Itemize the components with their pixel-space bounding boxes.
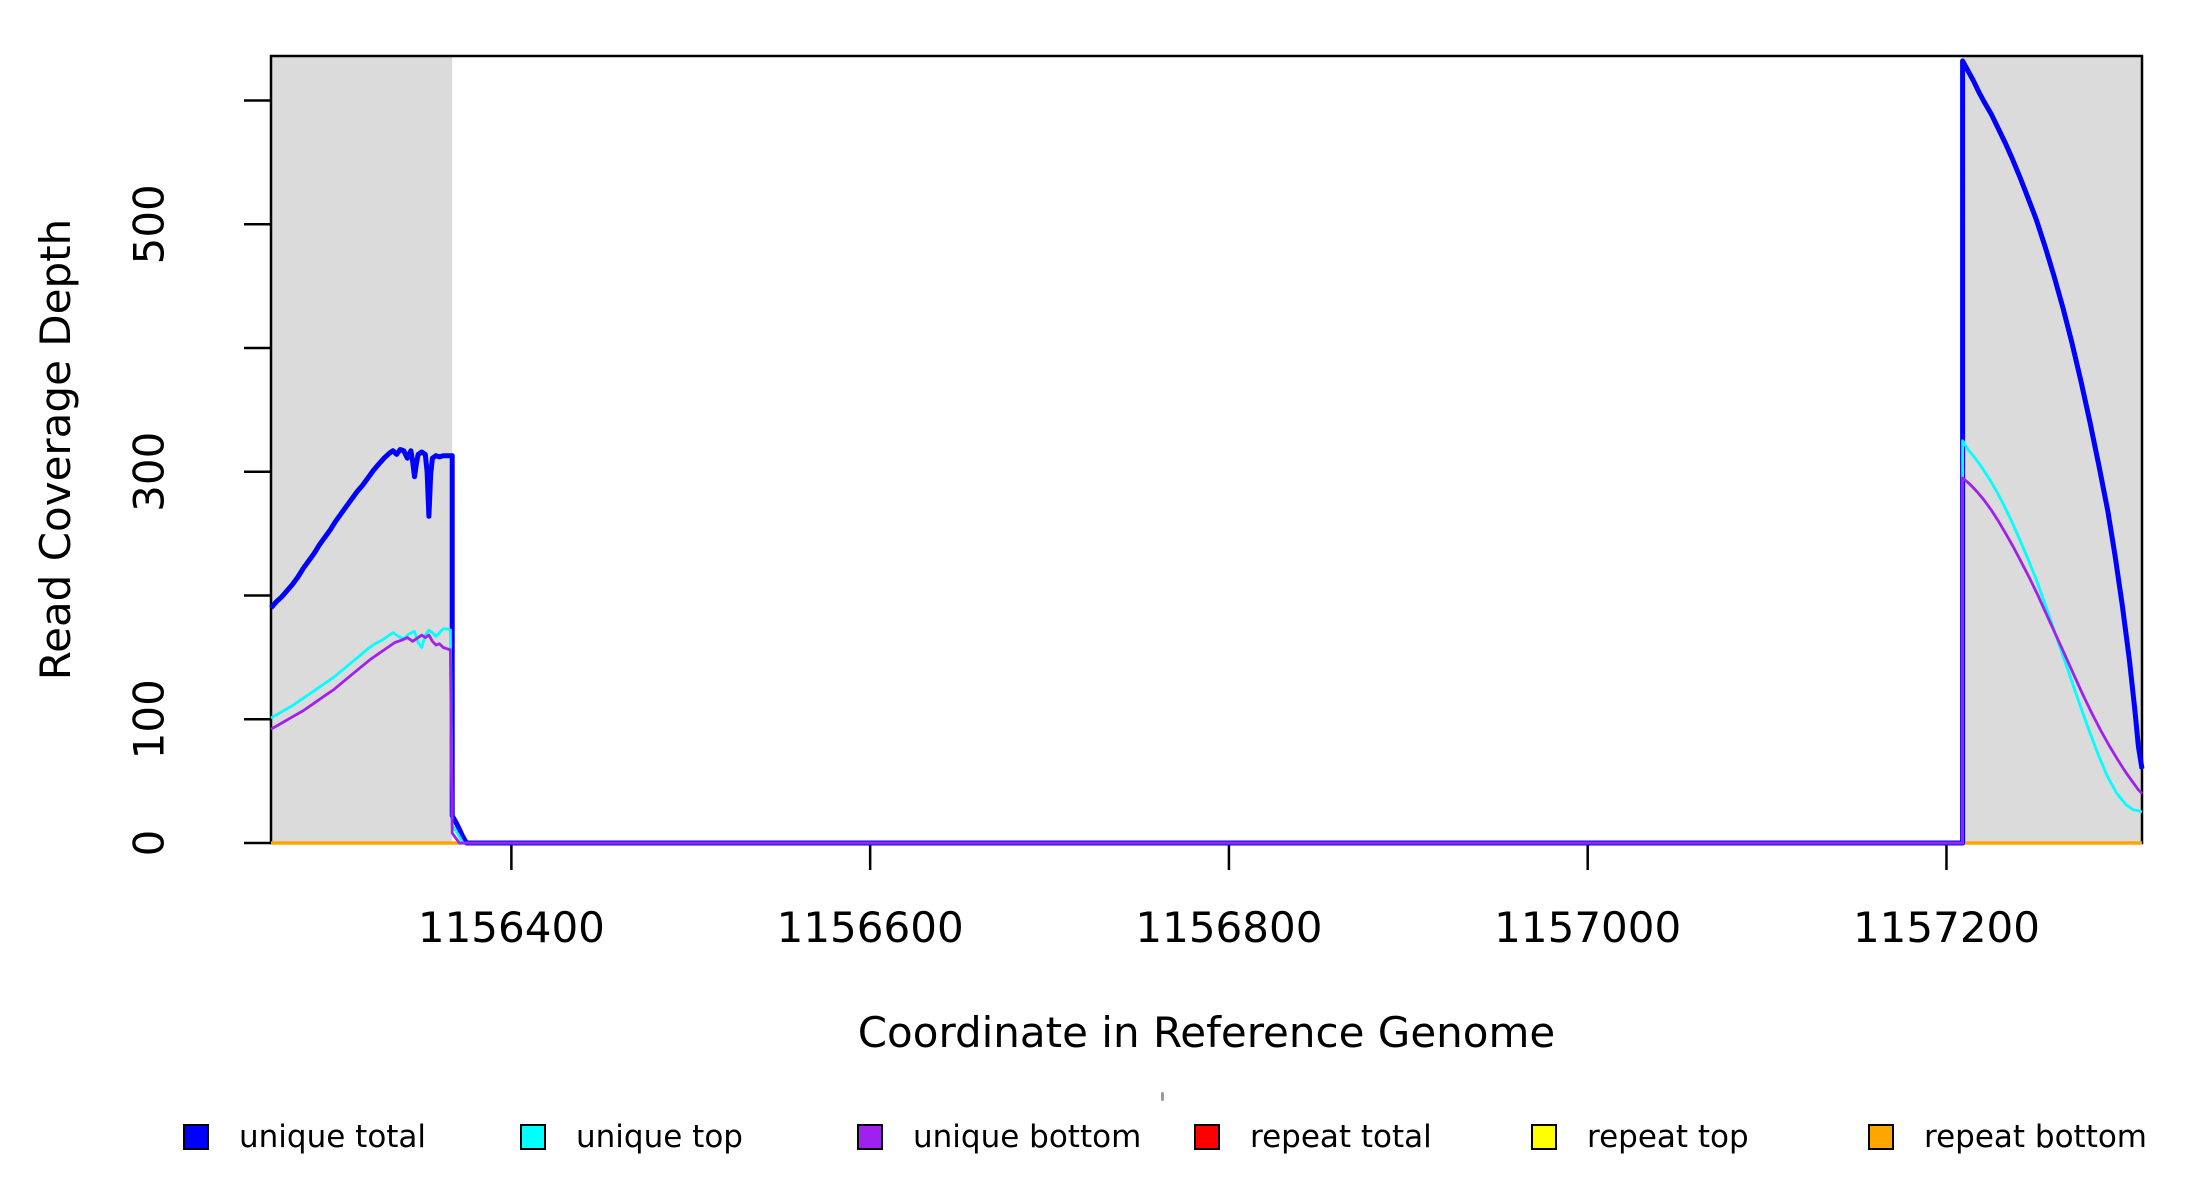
y-tick-label: 100 [125, 679, 174, 759]
series-unique-top [270, 439, 2143, 845]
y-tick-label: 500 [125, 184, 174, 264]
legend-item-repeat-top: repeat top [1531, 1119, 1749, 1155]
series-unique-bottom [270, 476, 2144, 845]
shaded-regions [271, 56, 2142, 843]
legend-label-repeat-total: repeat total [1250, 1119, 1432, 1155]
x-tick-label: 1156800 [1135, 903, 1322, 952]
y-axis: 0 100 300 500 [125, 99, 271, 857]
shaded-region [271, 56, 453, 843]
legend-item-unique-bottom: unique bottom [857, 1119, 1142, 1155]
legend-label-repeat-bottom: repeat bottom [1924, 1119, 2148, 1155]
x-axis-title: Coordinate in Reference Genome [858, 1008, 1556, 1057]
series-unique-total [269, 58, 2145, 846]
legend-swatch-repeat-top [1531, 1124, 1557, 1150]
legend-swatch-repeat-total [1194, 1124, 1220, 1150]
legend-item-repeat-total: repeat total [1194, 1119, 1432, 1155]
legend-label-repeat-top: repeat top [1587, 1119, 1749, 1155]
x-tick-label: 1156400 [418, 903, 605, 952]
x-tick-label: 1156600 [777, 903, 964, 952]
legend-label-unique-bottom: unique bottom [913, 1119, 1142, 1155]
legend-item-repeat-bottom: repeat bottom [1868, 1119, 2148, 1155]
legend-label-unique-total: unique total [239, 1119, 427, 1155]
series-lines [269, 58, 2145, 846]
y-tick-label: 300 [125, 432, 174, 512]
y-tick-label: 0 [125, 830, 174, 857]
plot-frame [269, 54, 2144, 845]
legend-swatch-repeat-bottom [1868, 1124, 1894, 1150]
x-axis: 1156400 1156600 1156800 1157000 1157200 [418, 843, 2040, 952]
legend-swatch-unique-top [520, 1124, 546, 1150]
legend-item-unique-top: unique top [520, 1119, 743, 1155]
shaded-region [1962, 56, 2142, 843]
legend-item-unique-total: unique total [183, 1119, 427, 1155]
y-axis-title: Read Coverage Depth [31, 219, 80, 680]
x-tick-label: 1157000 [1494, 903, 1681, 952]
legend-label-unique-top: unique top [576, 1119, 743, 1155]
stray-mark [1161, 1092, 1164, 1101]
legend-swatch-unique-bottom [857, 1124, 883, 1150]
legend-swatch-unique-total [183, 1124, 209, 1150]
x-tick-label: 1157200 [1853, 903, 2040, 952]
